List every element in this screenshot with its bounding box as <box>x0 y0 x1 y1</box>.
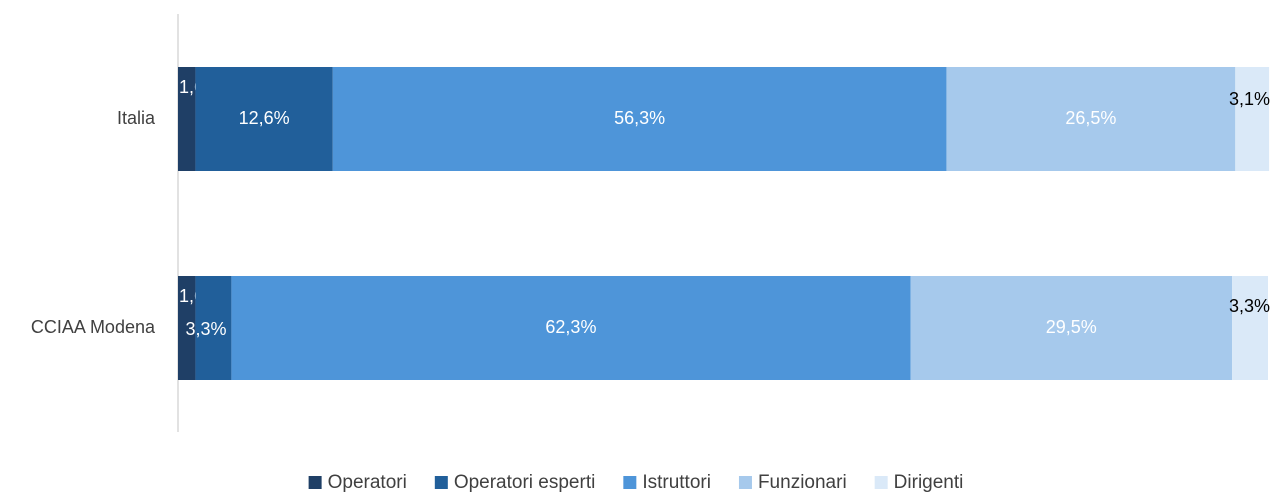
legend-swatch <box>308 476 322 489</box>
value-label: 29,5% <box>1046 317 1097 337</box>
bar-segment <box>910 276 1233 380</box>
value-label: 12,6% <box>239 108 290 128</box>
legend-label: Funzionari <box>758 472 847 493</box>
category-label: CCIAA Modena <box>31 317 156 337</box>
category-label: Italia <box>117 108 156 128</box>
legend-swatch <box>738 476 752 489</box>
bar-segment <box>178 276 196 380</box>
bar-segment <box>178 67 196 171</box>
bar-segment <box>195 67 333 171</box>
value-label: 62,3% <box>545 317 596 337</box>
value-label: 3,1% <box>1229 89 1270 109</box>
legend-label: Dirigenti <box>894 472 964 493</box>
value-label: 26,5% <box>1065 108 1116 128</box>
bar-segment <box>332 67 947 171</box>
legend-label: Operatori <box>328 472 407 493</box>
legend-swatch <box>623 476 637 489</box>
legend-swatch <box>434 476 448 489</box>
legend-swatch <box>874 476 888 489</box>
bar-segment <box>195 276 232 380</box>
legend-label: Operatori esperti <box>454 472 596 493</box>
bar-segment <box>231 276 911 380</box>
bar-segment <box>946 67 1236 171</box>
value-label: 3,3% <box>1229 296 1270 316</box>
value-label: 3,3% <box>185 319 226 339</box>
legend-label: Istruttori <box>642 472 711 493</box>
bar-segment <box>1232 276 1268 380</box>
bar-segment <box>1235 67 1270 171</box>
value-label: 56,3% <box>614 108 665 128</box>
